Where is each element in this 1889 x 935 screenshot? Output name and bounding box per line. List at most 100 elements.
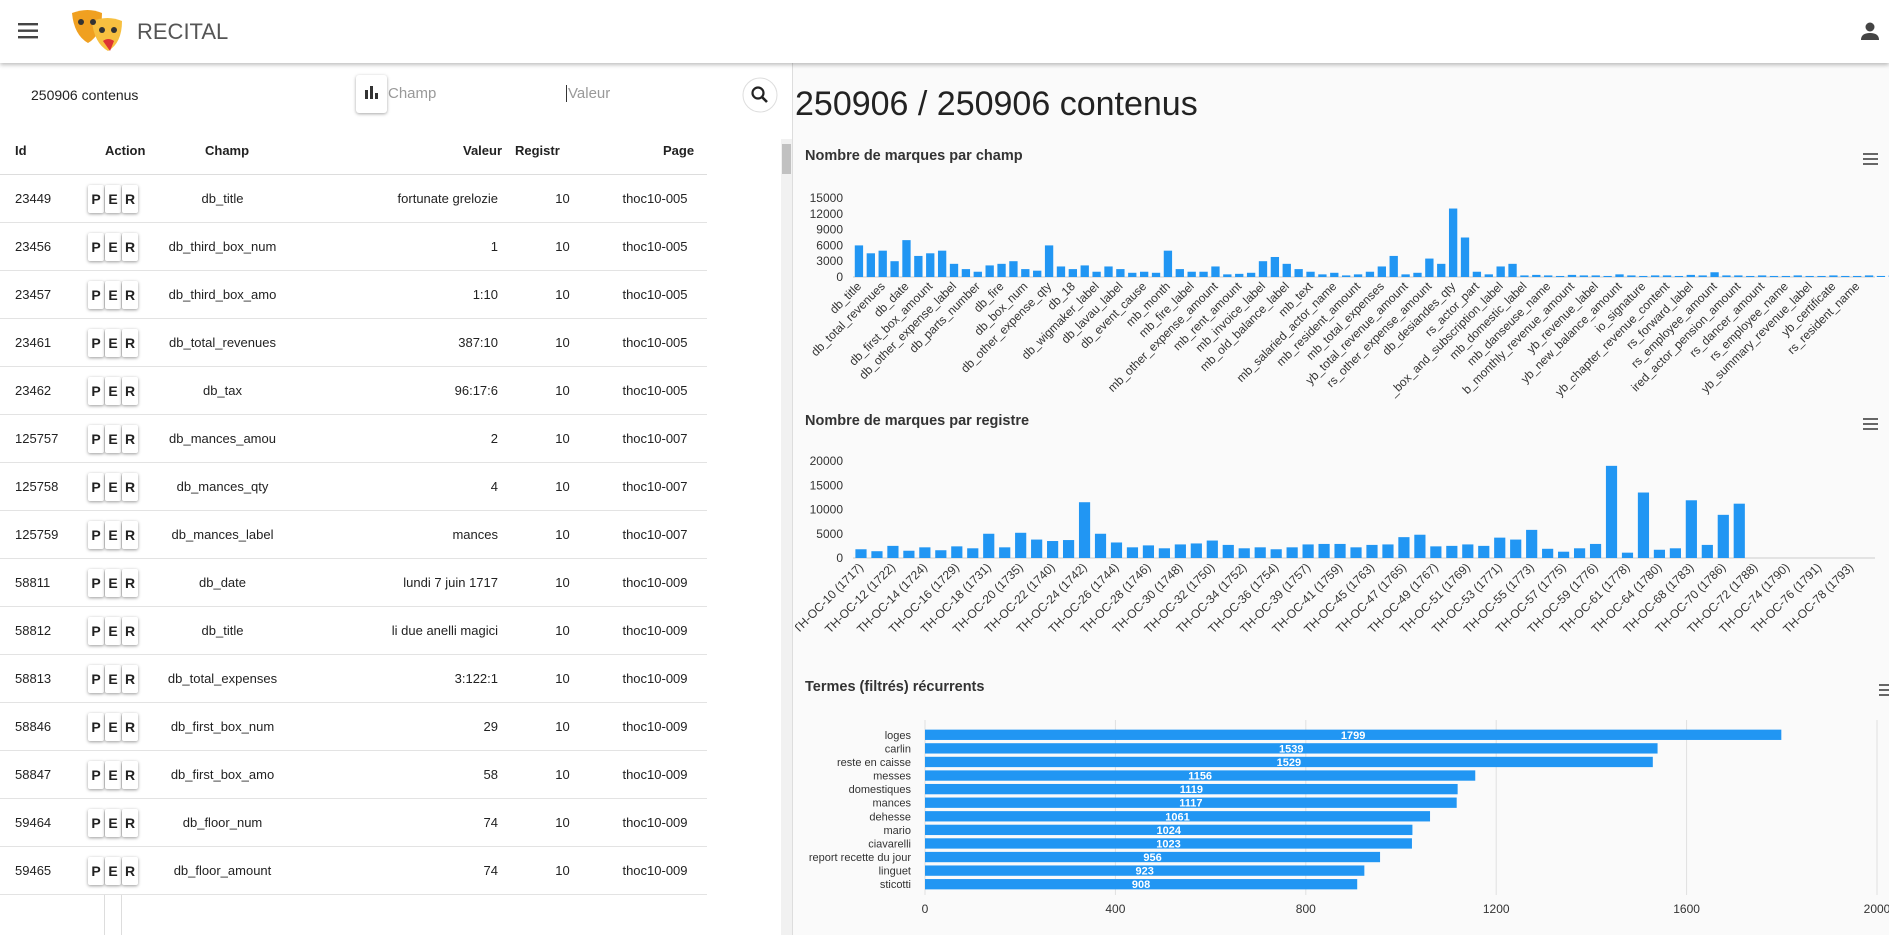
action-button[interactable]: P — [88, 713, 104, 741]
bar — [1175, 269, 1184, 277]
cell: 125759 — [15, 527, 59, 542]
cell: lundi 7 juin 1717 — [403, 575, 498, 590]
action-button[interactable]: E — [105, 233, 121, 261]
chart-button[interactable] — [356, 75, 387, 113]
search-button[interactable] — [741, 76, 779, 114]
y-tick-label: 9000 — [816, 223, 843, 237]
action-button[interactable]: E — [105, 473, 121, 501]
data-label: 1117 — [1179, 798, 1202, 810]
action-button[interactable]: R — [122, 425, 138, 453]
bar — [961, 269, 971, 277]
action-button[interactable]: R — [122, 809, 138, 837]
action-button[interactable]: E — [105, 665, 121, 693]
bar — [1158, 548, 1170, 558]
action-button[interactable]: E — [105, 761, 121, 789]
table-row: 58846 db_first_box_num 29 10 thoc10-009 P E R — [0, 703, 707, 751]
action-button[interactable]: E — [105, 857, 121, 885]
cell: 10 — [555, 623, 570, 638]
account-button[interactable] — [1860, 21, 1880, 41]
cell: db_floor_num — [182, 815, 263, 830]
column-header: Registr — [515, 143, 560, 158]
action-button[interactable]: R — [122, 281, 138, 309]
action-button[interactable]: R — [122, 761, 138, 789]
cell: thoc10-009 — [622, 671, 688, 686]
action-button[interactable]: E — [105, 329, 121, 357]
cell: 59465 — [15, 863, 52, 878]
action-button[interactable]: P — [88, 233, 104, 261]
action-button[interactable]: R — [122, 473, 138, 501]
field-input[interactable]: Champ — [388, 85, 437, 102]
chart-menu[interactable] — [1879, 684, 1889, 686]
action-button[interactable]: R — [122, 713, 138, 741]
action-button[interactable]: P — [88, 329, 104, 357]
category-label: domestiques — [849, 784, 912, 796]
action-button[interactable]: R — [122, 233, 138, 261]
action-button[interactable]: R — [122, 185, 138, 213]
x-tick-label: 400 — [1105, 902, 1125, 916]
action-button[interactable]: R — [122, 521, 138, 549]
action-button[interactable]: R — [122, 665, 138, 693]
category-label: carlin — [885, 743, 911, 755]
cell: li due anelli magici — [391, 623, 498, 638]
chart-menu[interactable] — [1879, 694, 1889, 696]
action-button[interactable]: E — [105, 281, 121, 309]
action-button[interactable]: R — [122, 377, 138, 405]
cell: 96:17:6 — [454, 383, 498, 398]
category-label: dehesse — [869, 811, 911, 823]
action-button[interactable]: P — [88, 617, 104, 645]
action-button[interactable]: R — [122, 857, 138, 885]
bar — [1864, 275, 1874, 277]
bar — [1044, 245, 1054, 277]
action-button[interactable]: P — [88, 281, 104, 309]
action-button[interactable]: P — [88, 377, 104, 405]
action-button[interactable]: E — [105, 617, 121, 645]
bar — [1142, 545, 1155, 558]
menu-button[interactable] — [18, 20, 40, 42]
action-button[interactable]: E — [105, 185, 121, 213]
scroll-thumb[interactable] — [782, 144, 791, 174]
bar — [926, 253, 935, 277]
action-button[interactable]: P — [88, 665, 104, 693]
action-button[interactable]: E — [105, 521, 121, 549]
chart-menu[interactable] — [1863, 163, 1878, 165]
action-button[interactable]: E — [105, 713, 121, 741]
bar — [1526, 529, 1538, 558]
chart-menu[interactable] — [1863, 158, 1878, 160]
action-button[interactable]: P — [88, 857, 104, 885]
action-button[interactable]: P — [88, 569, 104, 597]
bar — [1254, 547, 1266, 558]
bar — [1258, 261, 1268, 277]
bar — [1472, 271, 1482, 277]
action-button[interactable]: E — [105, 809, 121, 837]
bar — [1366, 544, 1378, 558]
chart-menu[interactable] — [1863, 423, 1878, 425]
bar — [1425, 258, 1434, 277]
cell: 10 — [555, 527, 570, 542]
bar — [1567, 274, 1577, 277]
action-button[interactable]: P — [88, 473, 104, 501]
bar — [949, 263, 959, 277]
bar — [1080, 265, 1089, 277]
bar — [1555, 275, 1565, 277]
bar — [925, 851, 1381, 863]
action-button[interactable]: R — [122, 329, 138, 357]
action-button[interactable]: P — [88, 521, 104, 549]
chart-menu[interactable] — [1863, 428, 1878, 430]
cell: 10 — [555, 383, 570, 398]
chart-menu[interactable] — [1863, 153, 1878, 155]
action-button[interactable]: P — [88, 425, 104, 453]
action-button[interactable]: P — [88, 761, 104, 789]
action-button[interactable]: R — [122, 569, 138, 597]
chart-menu[interactable] — [1879, 689, 1889, 691]
cell: 58813 — [15, 671, 52, 686]
chart-menu[interactable] — [1863, 418, 1878, 420]
action-button[interactable]: P — [88, 185, 104, 213]
cell: db_third_box_num — [168, 239, 277, 254]
action-button[interactable]: E — [105, 569, 121, 597]
action-button[interactable]: E — [105, 425, 121, 453]
action-button[interactable]: R — [122, 617, 138, 645]
action-button[interactable]: P — [88, 809, 104, 837]
cell: fortunate grelozie — [397, 191, 498, 206]
action-button[interactable]: E — [105, 377, 121, 405]
value-input[interactable]: Valeur — [566, 85, 611, 102]
